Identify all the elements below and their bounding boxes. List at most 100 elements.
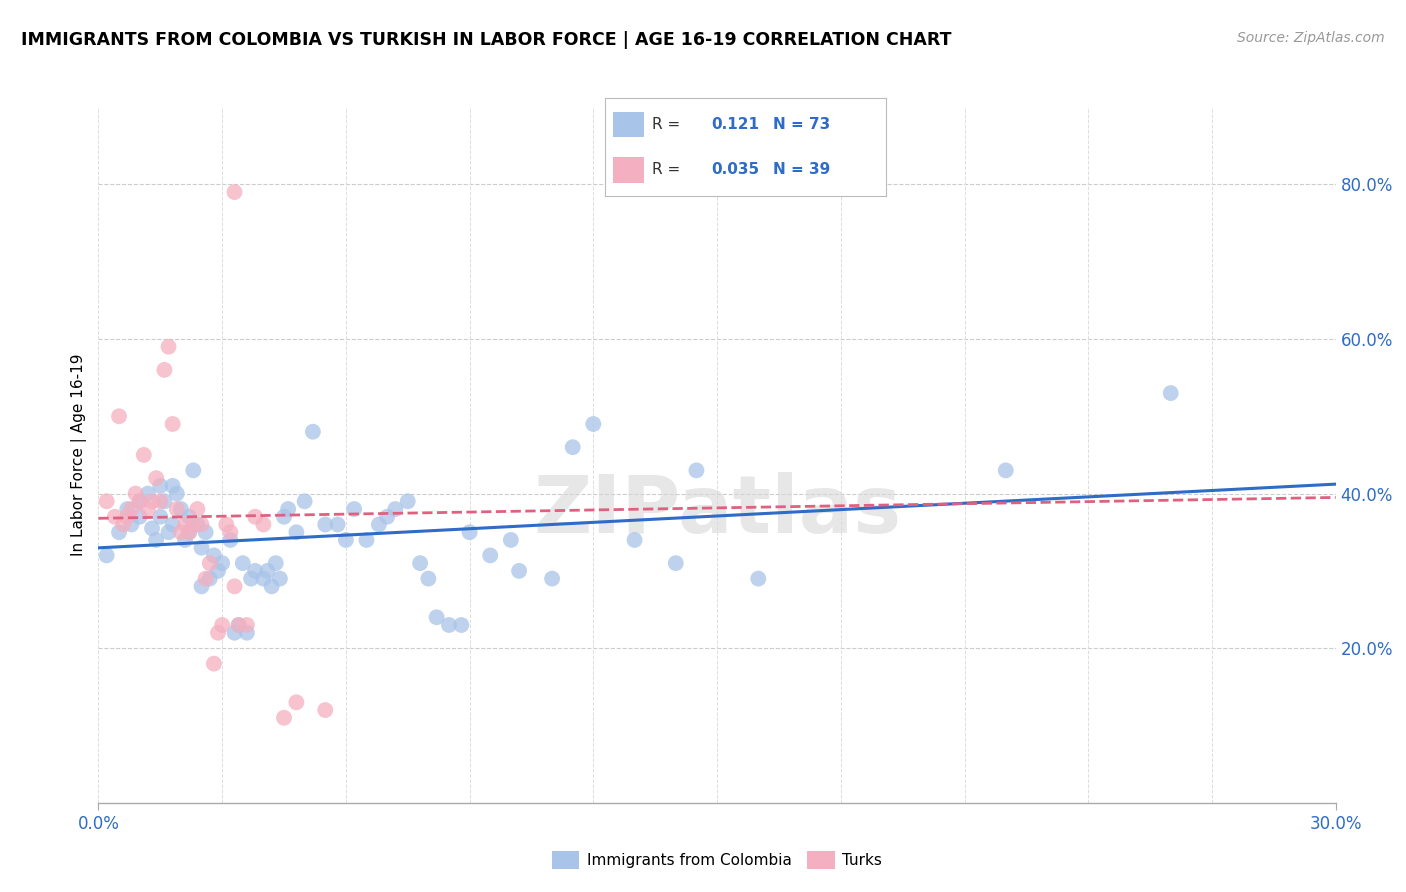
Point bbox=[994, 463, 1017, 477]
Point bbox=[343, 502, 366, 516]
Point bbox=[219, 525, 242, 540]
Point bbox=[219, 533, 242, 547]
Point bbox=[207, 564, 229, 578]
Point bbox=[285, 525, 308, 540]
Point bbox=[186, 517, 208, 532]
Point bbox=[426, 610, 449, 624]
Point bbox=[141, 521, 163, 535]
Point bbox=[211, 556, 233, 570]
Point bbox=[96, 549, 118, 563]
Point bbox=[508, 564, 530, 578]
Point bbox=[224, 579, 246, 593]
Point bbox=[174, 533, 197, 547]
Point bbox=[499, 533, 522, 547]
Point bbox=[190, 541, 212, 555]
Point bbox=[224, 185, 246, 199]
Point bbox=[117, 502, 139, 516]
Point bbox=[561, 440, 583, 454]
Point bbox=[166, 502, 188, 516]
Point bbox=[190, 579, 212, 593]
Point bbox=[277, 502, 299, 516]
Point bbox=[162, 517, 184, 532]
Point bbox=[437, 618, 460, 632]
Point bbox=[120, 517, 142, 532]
Text: IMMIGRANTS FROM COLOMBIA VS TURKISH IN LABOR FORCE | AGE 16-19 CORRELATION CHART: IMMIGRANTS FROM COLOMBIA VS TURKISH IN L… bbox=[21, 31, 952, 49]
Point bbox=[179, 525, 201, 540]
Text: ZIPatlas: ZIPatlas bbox=[533, 472, 901, 549]
Point bbox=[256, 564, 278, 578]
Point bbox=[179, 525, 201, 540]
Point bbox=[149, 509, 172, 524]
Point bbox=[202, 657, 225, 671]
Point bbox=[269, 572, 291, 586]
Point bbox=[367, 517, 389, 532]
Point bbox=[236, 625, 259, 640]
Point bbox=[356, 533, 378, 547]
Text: N = 73: N = 73 bbox=[773, 117, 831, 132]
Point bbox=[285, 695, 308, 709]
Point bbox=[623, 533, 645, 547]
Point bbox=[418, 572, 440, 586]
Point bbox=[190, 517, 212, 532]
Point bbox=[198, 556, 221, 570]
Point bbox=[479, 549, 502, 563]
Point bbox=[326, 517, 349, 532]
Point bbox=[108, 525, 131, 540]
Point bbox=[294, 494, 316, 508]
Point bbox=[207, 625, 229, 640]
Point bbox=[128, 494, 150, 508]
Point bbox=[181, 463, 204, 477]
Point bbox=[157, 525, 180, 540]
Point bbox=[145, 533, 167, 547]
Point bbox=[194, 572, 217, 586]
Point bbox=[186, 502, 208, 516]
Point bbox=[174, 517, 197, 532]
Point bbox=[149, 479, 172, 493]
Point bbox=[157, 340, 180, 354]
Point bbox=[396, 494, 419, 508]
Point bbox=[117, 509, 139, 524]
Text: R =: R = bbox=[652, 162, 681, 178]
Point bbox=[302, 425, 325, 439]
Point bbox=[112, 517, 135, 532]
Point bbox=[384, 502, 406, 516]
Point bbox=[747, 572, 769, 586]
Point bbox=[240, 572, 263, 586]
Point bbox=[314, 703, 336, 717]
Point bbox=[179, 509, 201, 524]
Point bbox=[541, 572, 564, 586]
Text: 0.035: 0.035 bbox=[711, 162, 759, 178]
Text: R =: R = bbox=[652, 117, 681, 132]
Point bbox=[96, 494, 118, 508]
Point bbox=[228, 618, 250, 632]
Point bbox=[236, 618, 259, 632]
Point bbox=[243, 564, 266, 578]
Text: N = 39: N = 39 bbox=[773, 162, 831, 178]
Point bbox=[202, 549, 225, 563]
Point bbox=[170, 502, 193, 516]
Point bbox=[136, 486, 159, 500]
Point bbox=[145, 471, 167, 485]
Point bbox=[273, 509, 295, 524]
Point bbox=[162, 479, 184, 493]
Point bbox=[224, 625, 246, 640]
Bar bbox=[613, 157, 644, 183]
Point bbox=[458, 525, 481, 540]
Point bbox=[198, 572, 221, 586]
Point bbox=[260, 579, 283, 593]
Point bbox=[232, 556, 254, 570]
Point bbox=[228, 618, 250, 632]
Point bbox=[314, 517, 336, 532]
Y-axis label: In Labor Force | Age 16-19: In Labor Force | Age 16-19 bbox=[72, 353, 87, 557]
Point bbox=[194, 525, 217, 540]
Bar bbox=[613, 112, 644, 137]
Point bbox=[181, 517, 204, 532]
Point bbox=[104, 509, 127, 524]
Point bbox=[166, 486, 188, 500]
Point bbox=[252, 517, 274, 532]
Point bbox=[108, 409, 131, 424]
Point bbox=[153, 494, 176, 508]
Point bbox=[582, 417, 605, 431]
Point bbox=[211, 618, 233, 632]
Point bbox=[264, 556, 287, 570]
